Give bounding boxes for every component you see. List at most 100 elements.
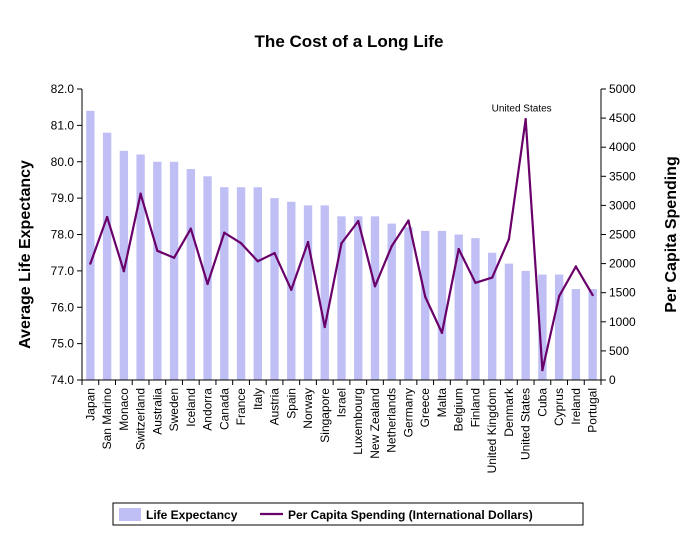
category-label: Finland — [468, 388, 482, 427]
legend-swatch-bar — [119, 508, 141, 521]
line-point — [273, 251, 276, 255]
chart-title: The Cost of a Long Life — [255, 32, 444, 51]
category-label: Israel — [335, 388, 349, 417]
left-tick-label: 75.0 — [51, 337, 75, 351]
category-label: Netherlands — [385, 388, 399, 453]
line-point — [541, 368, 544, 372]
category-label: Canada — [217, 388, 231, 430]
right-tick-label: 500 — [609, 344, 629, 358]
category-label: United States — [519, 388, 533, 460]
right-tick-label: 2000 — [609, 257, 636, 271]
bar — [404, 227, 413, 380]
category-label: Sweden — [167, 388, 181, 431]
line-point — [424, 295, 427, 298]
category-label: Denmark — [502, 387, 516, 437]
bar — [303, 205, 313, 380]
left-tick-label: 77.0 — [51, 264, 75, 278]
category-label: Portugal — [586, 388, 600, 433]
line-point — [357, 219, 360, 223]
line-point — [105, 215, 109, 219]
line-point — [591, 293, 594, 297]
bar — [504, 263, 514, 380]
left-tick-label: 81.0 — [51, 118, 75, 132]
bars-layer — [86, 110, 597, 381]
line-point — [223, 231, 226, 234]
category-label: France — [234, 388, 248, 426]
right-tick-label: 0 — [609, 373, 616, 387]
legend-box — [112, 502, 584, 526]
right-tick-label: 4000 — [609, 140, 636, 154]
category-label: Cuba — [535, 388, 549, 417]
left-tick-label: 79.0 — [51, 191, 75, 205]
category-label: Germany — [401, 388, 415, 437]
line-point — [440, 331, 444, 335]
bar — [119, 150, 129, 380]
category-label: Japan — [83, 388, 97, 421]
category-label: Ireland — [569, 388, 583, 425]
bar — [588, 289, 597, 380]
left-tick-label: 76.0 — [51, 300, 75, 314]
line-point — [306, 240, 310, 244]
category-label: Iceland — [184, 388, 198, 427]
left-tick-label: 74.0 — [51, 373, 75, 387]
category-label: Belgium — [452, 388, 466, 431]
line-point — [490, 276, 494, 279]
bar — [203, 176, 212, 380]
left-tick-label: 82.0 — [51, 82, 75, 96]
bar — [437, 230, 447, 380]
right-tick-label: 5000 — [609, 82, 636, 96]
legend-label-spending: Per Capita Spending (International Dolla… — [288, 508, 533, 522]
bar — [253, 187, 262, 380]
right-tick-label: 1000 — [609, 315, 636, 329]
bar — [270, 198, 279, 381]
right-tick-label: 3000 — [609, 198, 636, 212]
y2-axis-title: Per Capita Spending — [663, 156, 680, 312]
bar — [354, 216, 363, 380]
right-tick-label: 4500 — [609, 111, 636, 125]
bar — [337, 216, 346, 380]
line-point — [139, 192, 142, 195]
line-point — [557, 294, 561, 298]
category-label: Norway — [301, 388, 315, 429]
bar — [153, 161, 162, 380]
line-point — [172, 256, 176, 259]
right-tick-label: 3500 — [609, 169, 636, 183]
category-label: Singapore — [318, 388, 332, 443]
bar — [102, 132, 112, 380]
category-label: Monaco — [117, 388, 131, 431]
line-point — [122, 269, 126, 273]
legend-label-life-expectancy: Life Expectancy — [146, 508, 238, 522]
y-axis-title: Average Life Expectancy — [17, 160, 34, 349]
category-label: Austria — [268, 388, 282, 426]
line-point — [256, 260, 259, 263]
line-point — [189, 227, 193, 230]
line-point — [524, 118, 527, 121]
line-point — [206, 282, 209, 286]
bar — [471, 238, 480, 380]
line-point — [290, 288, 293, 291]
bar — [370, 216, 380, 380]
bar — [136, 154, 145, 380]
bar — [236, 187, 246, 380]
line-point — [390, 244, 393, 248]
category-label: Switzerland — [134, 388, 148, 450]
bar — [320, 205, 329, 380]
line-point — [323, 325, 326, 329]
line-point — [407, 219, 410, 222]
bar — [487, 252, 497, 380]
bar — [571, 289, 581, 380]
line-point — [373, 285, 377, 288]
annotation-label: United States — [492, 103, 552, 114]
category-label: New Zealand — [368, 388, 382, 459]
line-point — [457, 247, 460, 251]
category-label: Andorra — [201, 388, 215, 431]
bar — [521, 270, 530, 381]
bar — [169, 161, 179, 380]
bar — [186, 169, 196, 380]
line-point — [340, 242, 343, 245]
bar — [86, 110, 95, 380]
category-label: Luxembourg — [351, 388, 365, 455]
bar — [454, 234, 463, 380]
